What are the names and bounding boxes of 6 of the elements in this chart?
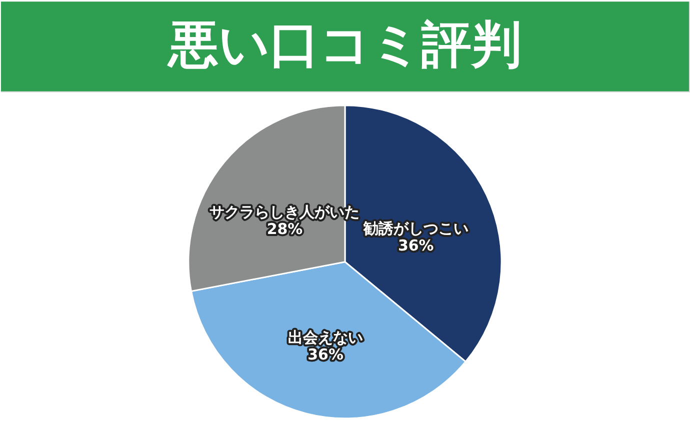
slice-label: 出会えない: [288, 328, 364, 347]
slice-label: 勧誘がしつこい: [362, 220, 468, 238]
data-label: 36%: [308, 346, 344, 364]
data-label: 36%: [398, 236, 434, 254]
chart-title: 悪い口コミ評判: [166, 15, 522, 74]
data-label: 28%: [266, 220, 303, 238]
